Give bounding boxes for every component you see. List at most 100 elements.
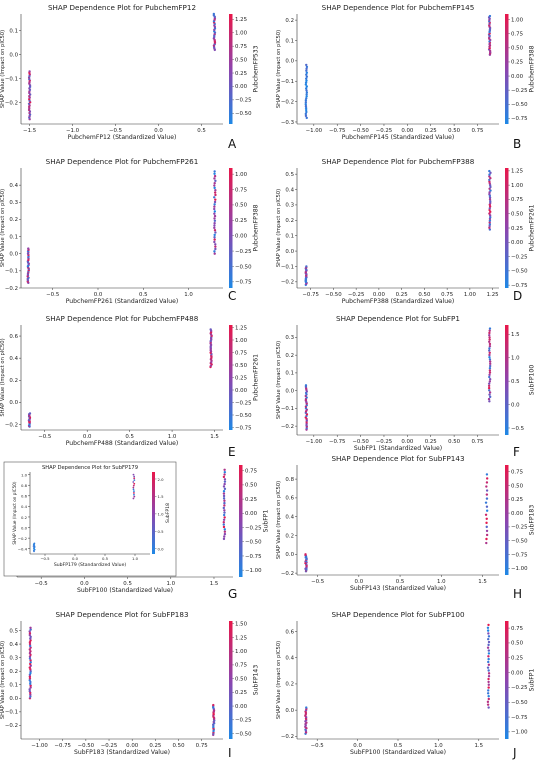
data-point xyxy=(222,506,226,510)
data-point xyxy=(29,686,32,689)
x-tick-label: 0.75 xyxy=(196,743,208,749)
data-point xyxy=(27,247,30,250)
data-point xyxy=(29,660,32,664)
data-point xyxy=(223,528,226,531)
data-point xyxy=(486,626,490,629)
x-tick-label: −1.00 xyxy=(306,128,323,134)
data-point xyxy=(29,691,32,695)
data-point xyxy=(489,185,492,189)
data-point xyxy=(487,683,490,686)
y-axis-label: SHAP Value (Impact on pIC50) xyxy=(276,189,282,267)
data-point xyxy=(28,651,32,655)
colorbar-tick-label: 0.25 xyxy=(511,497,523,503)
chart-title: SHAP Dependence Plot for SubFP183 xyxy=(55,610,188,619)
colorbar-tick-label: −0.25 xyxy=(511,525,528,531)
data-point xyxy=(133,475,136,478)
data-point xyxy=(488,205,492,208)
data-point xyxy=(213,200,217,204)
data-point xyxy=(488,353,491,357)
panel-letter-e: E xyxy=(228,445,236,459)
data-point xyxy=(304,104,308,108)
colorbar-tick-label: 0.00 xyxy=(235,704,248,710)
panel-letter-b: B xyxy=(513,137,521,151)
y-tick-label: 0.1 xyxy=(285,371,294,377)
chart-title: SHAP Dependence Plot for SubFP1 xyxy=(336,314,460,323)
colorbar-tick-label: 1.00 xyxy=(235,172,248,178)
data-point xyxy=(489,201,492,205)
data-point xyxy=(223,470,227,474)
data-point xyxy=(485,497,489,500)
data-point xyxy=(488,208,491,212)
colorbar-tick-label: −0.50 xyxy=(511,269,528,275)
y-tick-label: 0.3 xyxy=(9,655,18,661)
data-point xyxy=(29,684,32,687)
data-point xyxy=(29,671,32,675)
x-axis-label: PubchemFP261 (Standardized Value) xyxy=(66,298,179,305)
colorbar-tick-label: 1.00 xyxy=(511,183,524,189)
data-point xyxy=(29,680,32,684)
y-tick-label: 0.6 xyxy=(21,494,28,499)
y-tick-label: −0.1 xyxy=(5,710,18,716)
colorbar-label: PubchemFP261 xyxy=(529,204,536,251)
data-point xyxy=(485,525,488,529)
data-point xyxy=(488,336,491,339)
data-point xyxy=(222,525,226,529)
x-tick-label: −0.5 xyxy=(311,743,324,749)
data-point xyxy=(488,223,492,226)
x-tick-label: −0.5 xyxy=(46,292,59,298)
panel-a: SHAP Dependence Plot for PubchemFP12 −1.5… xyxy=(0,3,260,141)
data-point xyxy=(305,63,308,67)
panel-f: SHAP Dependence Plot for SubFP1 −1.00 −0.7… xyxy=(276,314,536,452)
colorbar-tick-label: 0.5 xyxy=(511,379,520,385)
data-point xyxy=(488,340,491,343)
data-point xyxy=(488,329,491,332)
x-tick-label: −1.5 xyxy=(23,128,36,134)
x-tick-label: 0.00 xyxy=(373,292,386,298)
data-point xyxy=(213,210,217,213)
colorbar-tick-label: 1.00 xyxy=(235,31,248,37)
data-point xyxy=(304,106,308,110)
x-tick-label: 1.5 xyxy=(210,581,219,587)
data-point xyxy=(132,484,135,487)
data-point xyxy=(487,397,491,401)
y-tick-label: 0.4 xyxy=(9,356,18,362)
data-point xyxy=(222,475,226,479)
x-tick-label: −0.25 xyxy=(376,439,393,445)
x-tick-label: 0.5 xyxy=(197,128,206,134)
data-point xyxy=(487,694,490,698)
colorbar-tick-label: −0.50 xyxy=(245,540,262,546)
colorbar-tick-label: −1.00 xyxy=(245,568,262,574)
data-point xyxy=(223,530,227,533)
colorbar-tick-label: 0.0 xyxy=(511,402,520,408)
y-tick-label: 0.1 xyxy=(9,234,18,240)
data-point xyxy=(304,87,308,90)
y-axis-label: SHAP Value (Impact on pIC50) xyxy=(12,481,17,544)
data-point xyxy=(487,657,490,661)
colorbar-label: SubFP1 xyxy=(263,510,270,533)
panel-b: SHAP Dependence Plot for PubchemFP145 −1.… xyxy=(276,3,536,141)
x-tick-label: 1.0 xyxy=(132,556,139,561)
data-point xyxy=(29,650,32,653)
data-point xyxy=(213,233,216,237)
data-point xyxy=(133,482,136,485)
x-axis-label: PubchemFP388 (Standardized Value) xyxy=(342,298,455,305)
data-point xyxy=(305,79,308,82)
data-point xyxy=(213,177,216,180)
data-point xyxy=(223,501,226,505)
data-point xyxy=(29,668,32,671)
y-tick-label: 0.5 xyxy=(285,172,294,178)
colorbar-tick-label: −0.75 xyxy=(511,116,528,122)
data-point xyxy=(488,169,491,173)
data-point xyxy=(488,331,491,335)
panel-inset: SHAP Dependence Plot for SubFP179 −0.5 0.0… xyxy=(12,465,171,568)
data-point xyxy=(485,517,488,521)
data-point xyxy=(488,393,491,396)
x-tick-label: 0.00 xyxy=(401,128,414,134)
data-point xyxy=(489,199,492,203)
y-tick-label: 0.6 xyxy=(9,334,18,340)
data-point xyxy=(488,351,491,354)
data-point xyxy=(487,384,491,388)
data-point xyxy=(485,485,488,488)
data-point xyxy=(487,675,491,678)
y-tick-label: 0.8 xyxy=(21,483,28,488)
